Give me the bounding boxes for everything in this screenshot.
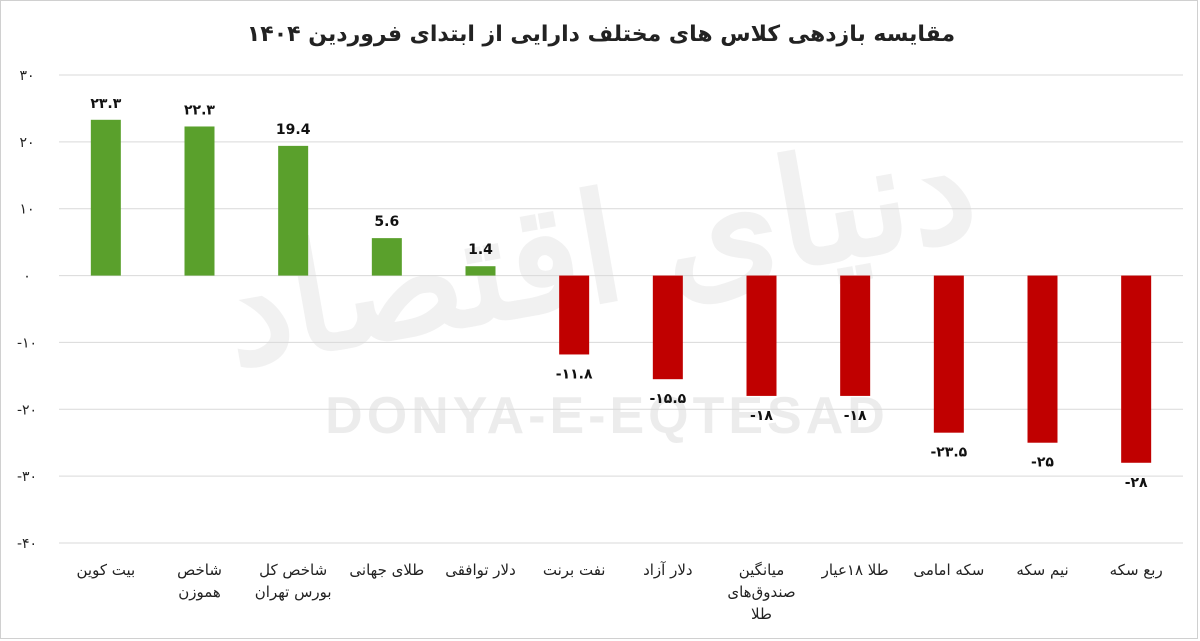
category-label: شاخص: [177, 561, 222, 579]
bar: [559, 275, 590, 355]
category-label: دلار آزاد: [643, 561, 693, 579]
bar: [278, 145, 309, 276]
data-label: ۲۲.۳: [184, 102, 215, 118]
data-label: -۱۵.۵: [649, 391, 686, 407]
category-label: نفت برنت: [543, 561, 606, 579]
category-label: هموزن: [178, 583, 221, 601]
bar: [1027, 275, 1058, 443]
data-label: -۲۸: [1125, 475, 1148, 491]
bar: [652, 275, 683, 380]
watermark-latin: DONYA-E-EQTESAD: [325, 387, 889, 445]
bar: [1121, 275, 1152, 463]
category-label: طلا: [751, 605, 772, 623]
category-label: بورس تهران: [255, 583, 332, 601]
data-label: 5.6: [374, 214, 399, 230]
y-tick-label: ۱۰: [19, 202, 34, 218]
bars: [90, 119, 1152, 463]
y-tick-label: -۳۰: [17, 469, 37, 485]
bar: [90, 119, 121, 276]
bar: [465, 266, 496, 276]
category-label: بیت کوین: [76, 561, 135, 579]
data-label: -۱۸: [844, 408, 867, 424]
category-labels: بیت کوین شاخص هموزن شاخص کل بورس تهران طلای ج…: [76, 561, 1162, 623]
data-label: 19.4: [276, 122, 311, 138]
data-labels: ۲۳.۳ ۲۲.۳ 19.4 5.6 1.4 -۱۱.۸ -۱۵.۵ -۱۸ -۱۸ -۲۳.۵ -…: [90, 96, 1148, 491]
data-label: -۲۵: [1031, 455, 1054, 471]
category-label: طلا ۱۸عیار: [821, 561, 889, 579]
bar: [184, 126, 215, 276]
category-label: شاخص کل: [259, 561, 327, 579]
y-tick-label: ۲۰: [19, 135, 34, 151]
category-label: ربع سکه: [1110, 561, 1163, 579]
y-tick-label: ۰: [23, 269, 31, 285]
y-tick-label: -۲۰: [17, 402, 37, 418]
data-label: -۲۳.۵: [930, 445, 967, 461]
bar: [371, 238, 402, 276]
category-label: صندوق‌های: [727, 583, 795, 601]
watermark-persian: دنیای اقتصاد: [210, 100, 987, 397]
bar: [746, 275, 777, 396]
bar: [933, 275, 964, 433]
category-label: میانگین: [739, 561, 785, 579]
y-tick-label: -۱۰: [17, 335, 37, 351]
category-label: طلای جهانی: [349, 561, 424, 579]
data-label: -۱۱.۸: [556, 366, 593, 382]
category-label: سکه امامی: [913, 561, 984, 579]
chart-title: مقایسه بازدهی کلاس های مختلف دارایی از ا…: [247, 22, 955, 47]
category-label: نیم سکه: [1016, 561, 1068, 579]
data-label: ۲۳.۳: [90, 96, 121, 112]
data-label: 1.4: [468, 242, 493, 258]
y-axis-ticks: ۳۰ ۲۰ ۱۰ ۰ -۱۰ -۲۰ -۳۰ -۴۰: [17, 68, 37, 552]
data-label: -۱۸: [750, 408, 773, 424]
y-tick-label: ۳۰: [19, 68, 34, 84]
bar: [840, 275, 871, 396]
gridlines: [59, 74, 1183, 544]
y-tick-label: -۴۰: [17, 536, 37, 552]
category-label: دلار توافقی: [445, 561, 516, 579]
